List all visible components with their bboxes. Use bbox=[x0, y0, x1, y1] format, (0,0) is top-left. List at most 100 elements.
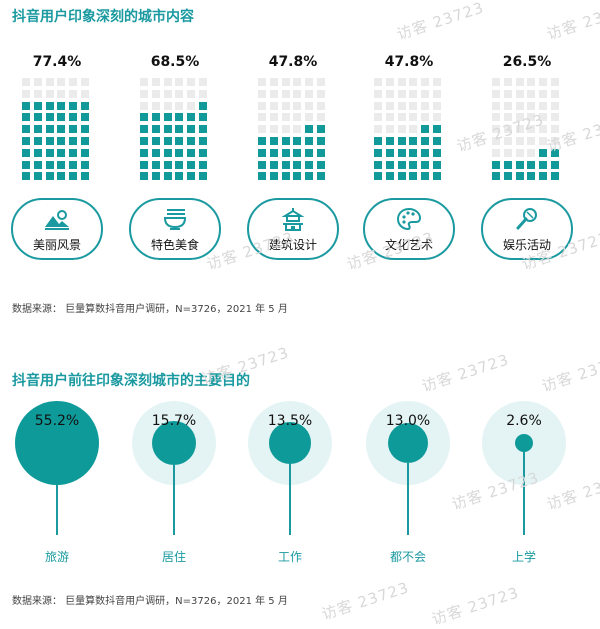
waffle-cell bbox=[33, 89, 42, 98]
waffle-cell bbox=[385, 137, 394, 145]
waffle-cell bbox=[33, 78, 42, 86]
waffle-cell bbox=[433, 137, 441, 145]
waffle-cell bbox=[269, 137, 278, 145]
waffle-cell bbox=[187, 148, 196, 157]
waffle-cell bbox=[385, 78, 394, 86]
waffle-cell bbox=[57, 137, 66, 145]
waffle-cell bbox=[317, 78, 325, 86]
category-label: 建筑设计 bbox=[268, 238, 317, 252]
chart-title-purpose: 抖音用户前往印象深刻城市的主要目的 bbox=[12, 373, 250, 389]
waffle-cell bbox=[258, 101, 266, 110]
category-pill: 娱乐活动 bbox=[481, 198, 573, 260]
waffle-cell bbox=[81, 89, 89, 98]
bubble-stem bbox=[523, 452, 525, 535]
waffle-cell bbox=[140, 160, 148, 169]
waffle-cell bbox=[45, 137, 54, 145]
waffle-cell bbox=[175, 89, 184, 98]
waffle-cell bbox=[317, 137, 325, 145]
waffle-cell bbox=[293, 172, 302, 181]
waffle-cell bbox=[503, 148, 512, 157]
watermark-text: 访客 23723 bbox=[394, 0, 487, 44]
waffle-cell bbox=[258, 89, 266, 98]
waffle-cell bbox=[374, 172, 382, 181]
waffle-cell bbox=[421, 89, 430, 98]
waffle-cell bbox=[81, 125, 89, 134]
waffle-cell bbox=[539, 137, 548, 145]
waffle-cell bbox=[281, 113, 290, 122]
waffle-cell bbox=[151, 137, 160, 145]
waffle-cell bbox=[187, 172, 196, 181]
waffle-cell bbox=[45, 101, 54, 110]
waffle-cell bbox=[163, 113, 172, 122]
waffle-cell bbox=[492, 101, 500, 110]
waffle-cell bbox=[433, 160, 441, 169]
waffle-cell bbox=[293, 78, 302, 86]
waffle-cell bbox=[22, 125, 30, 134]
waffle-cell bbox=[81, 148, 89, 157]
waffle-cell bbox=[199, 148, 207, 157]
waffle-cell bbox=[503, 89, 512, 98]
waffle-cell bbox=[492, 148, 500, 157]
waffle-cell bbox=[397, 78, 406, 86]
waffle-cell bbox=[163, 125, 172, 134]
bubble-value-label: 55.2% bbox=[34, 413, 80, 429]
waffle-cell bbox=[515, 160, 524, 169]
category-pill: 美丽风景 bbox=[11, 198, 103, 260]
chart-title-content: 抖音用户印象深刻的城市内容 bbox=[12, 9, 194, 25]
waffle-cell bbox=[305, 160, 314, 169]
waffle-cell bbox=[503, 101, 512, 110]
waffle-cell bbox=[22, 89, 30, 98]
waffle-cell bbox=[151, 113, 160, 122]
waffle-cell bbox=[81, 78, 89, 86]
waffle-cell bbox=[22, 148, 30, 157]
waffle-cell bbox=[551, 172, 559, 181]
waffle-cell bbox=[374, 125, 382, 134]
watermark-text: 访客 23723 bbox=[419, 350, 512, 396]
waffle-cell bbox=[199, 160, 207, 169]
waffle-cell bbox=[33, 101, 42, 110]
waffle-cell bbox=[551, 89, 559, 98]
waffle-cell bbox=[385, 113, 394, 122]
bubble-stem bbox=[407, 463, 409, 535]
waffle-cell bbox=[140, 113, 148, 122]
waffle-cell bbox=[551, 125, 559, 134]
waffle-cell bbox=[433, 78, 441, 86]
waffle-cell bbox=[317, 172, 325, 181]
waffle-cell bbox=[140, 89, 148, 98]
waffle-cell bbox=[492, 125, 500, 134]
waffle-cell bbox=[409, 137, 418, 145]
waffle-cell bbox=[69, 101, 78, 110]
waffle-cell bbox=[281, 148, 290, 157]
waffle-cell bbox=[69, 89, 78, 98]
waffle-cell bbox=[397, 101, 406, 110]
waffle-cell bbox=[374, 160, 382, 169]
waffle-cell bbox=[433, 125, 441, 134]
waffle-cell bbox=[163, 101, 172, 110]
bubble-value-dot bbox=[269, 422, 311, 464]
waffle-cell bbox=[175, 125, 184, 134]
landscape-icon bbox=[43, 207, 71, 231]
waffle-cell bbox=[293, 137, 302, 145]
waffle-cell bbox=[140, 125, 148, 134]
bubble-value-label: 13.0% bbox=[385, 413, 431, 429]
waffle-cell bbox=[187, 78, 196, 86]
waffle-cell bbox=[293, 125, 302, 134]
waffle-cell bbox=[409, 148, 418, 157]
waffle-cell bbox=[492, 137, 500, 145]
watermark-text: 访客 23723 bbox=[539, 350, 600, 396]
waffle-cell bbox=[539, 89, 548, 98]
category-pill: 特色美食 bbox=[129, 198, 221, 260]
waffle-cell bbox=[258, 160, 266, 169]
waffle-cell bbox=[293, 160, 302, 169]
bubble-stem bbox=[56, 485, 58, 535]
waffle-cell bbox=[258, 78, 266, 86]
waffle-cell bbox=[57, 148, 66, 157]
waffle-cell bbox=[397, 89, 406, 98]
waffle-cell bbox=[57, 172, 66, 181]
waffle-value-label: 47.8% bbox=[384, 54, 434, 70]
waffle-cell bbox=[317, 148, 325, 157]
waffle-cell bbox=[281, 78, 290, 86]
waffle-cell bbox=[515, 113, 524, 122]
waffle-cell bbox=[374, 113, 382, 122]
waffle-cell bbox=[421, 137, 430, 145]
